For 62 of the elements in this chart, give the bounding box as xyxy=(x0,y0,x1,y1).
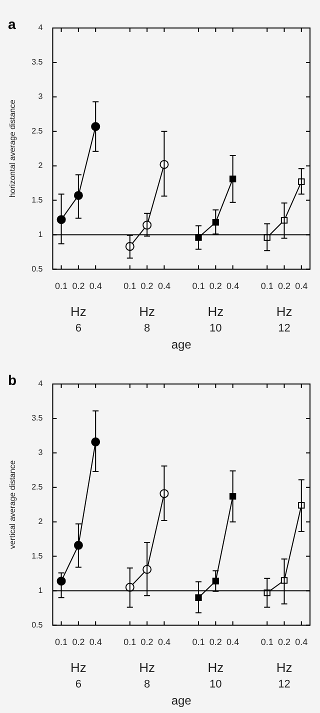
text: Hz xyxy=(70,304,86,320)
x-tick-label: 0.1 xyxy=(192,637,205,648)
chart-title: a xyxy=(8,16,16,32)
x-tick-label: 0.1 xyxy=(124,637,136,648)
x-tick-label: 0.4 xyxy=(226,281,240,292)
text: 10 xyxy=(210,322,222,335)
x-axis-title: age xyxy=(171,693,192,708)
x-tick-label: 0.4 xyxy=(158,281,170,292)
text: Hz xyxy=(70,660,86,676)
y-tick-label: 2.5 xyxy=(32,126,44,136)
text: Hz xyxy=(208,304,224,320)
text: Hz xyxy=(139,304,155,320)
y-tick-label: 2.5 xyxy=(32,482,44,492)
x-tick-label: 0.2 xyxy=(140,281,154,292)
y-tick-label: 2 xyxy=(38,161,44,170)
x-tick-label: 0.1 xyxy=(260,637,274,648)
y-tick-label: 4 xyxy=(38,23,44,32)
text: Hz xyxy=(139,660,155,676)
x-tick-label: 0.4 xyxy=(89,281,102,292)
y-tick-label: 1.5 xyxy=(32,551,44,560)
y-axis-title: vertical average distance xyxy=(8,460,18,549)
x-tick-label: 0.2 xyxy=(278,637,291,648)
text: 6 xyxy=(75,322,82,335)
text: 12 xyxy=(278,322,290,335)
chart-title: b xyxy=(8,372,17,388)
y-tick-label: 1 xyxy=(38,230,44,239)
y-axis-title: horizontal average distance xyxy=(8,99,18,198)
text: Hz xyxy=(276,660,292,676)
text: 10 xyxy=(210,678,222,691)
x-tick-label: 0.4 xyxy=(89,637,102,648)
x-tick-label: 0.4 xyxy=(158,637,170,648)
x-tick-label: 0.2 xyxy=(209,281,222,292)
text: 8 xyxy=(144,678,150,691)
x-axis-title: age xyxy=(171,337,192,352)
y-tick-label: 0.5 xyxy=(32,264,44,274)
y-tick-label: 3.5 xyxy=(32,414,44,423)
x-tick-label: 0.2 xyxy=(72,281,85,292)
y-tick-label: 1 xyxy=(38,586,44,595)
x-tick-label: 0.1 xyxy=(192,281,205,292)
x-tick-label: 0.2 xyxy=(209,637,222,648)
text: 8 xyxy=(144,322,150,335)
x-tick-label: 0.4 xyxy=(295,281,308,292)
x-tick-label: 0.1 xyxy=(55,281,68,292)
y-tick-label: 3 xyxy=(38,92,44,102)
text: 12 xyxy=(278,678,290,691)
y-tick-label: 4 xyxy=(38,379,44,388)
x-tick-label: 0.2 xyxy=(278,281,291,292)
x-tick-label: 0.1 xyxy=(55,637,68,648)
x-tick-label: 0.4 xyxy=(226,637,240,648)
text: Hz xyxy=(276,304,292,320)
x-tick-label: 0.1 xyxy=(260,281,274,292)
y-tick-label: 3 xyxy=(38,448,44,458)
x-tick-label: 0.4 xyxy=(295,637,308,648)
y-tick-label: 3.5 xyxy=(32,58,44,67)
text: 6 xyxy=(75,678,82,691)
y-tick-label: 2 xyxy=(38,517,44,526)
x-tick-label: 0.2 xyxy=(140,637,154,648)
y-tick-label: 1.5 xyxy=(32,195,44,204)
x-tick-label: 0.1 xyxy=(124,281,136,292)
text: Hz xyxy=(208,660,224,676)
y-tick-label: 0.5 xyxy=(32,620,44,630)
x-tick-label: 0.2 xyxy=(72,637,85,648)
